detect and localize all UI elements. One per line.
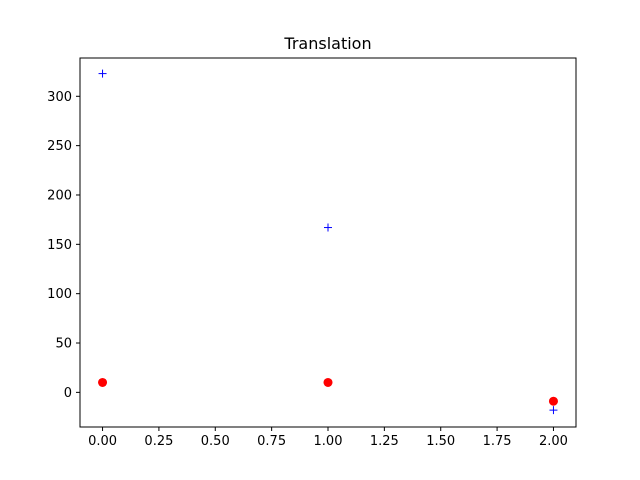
y-tick-label: 300 [47,90,72,105]
x-tick-label: 2.00 [539,434,568,449]
plot-frame [79,57,577,428]
plus-marker [549,406,558,415]
y-tick-label: 250 [47,139,72,154]
y-tick-label: 50 [55,337,72,352]
x-tick-label: 0.25 [144,434,173,449]
circle-marker [98,377,108,387]
y-tick-label: 0 [64,386,72,401]
circle-marker [323,377,333,387]
y-tick-label: 150 [47,238,72,253]
plus-marker [324,223,332,232]
x-tick-label: 1.00 [314,434,343,449]
plot-area: 0.00 0.25 0.50 0.75 1.00 1.25 1.50 1.75 2.00 0 50 1… [47,57,577,449]
x-tick-label: 1.75 [483,434,512,449]
x-tick-label: 0.50 [201,434,230,449]
circle-marker [548,396,558,406]
chart-title: Translation [283,34,371,53]
y-tick-label: 100 [47,287,72,302]
plus-marker [98,69,107,78]
x-tick-label: 1.50 [426,434,455,449]
y-tick-label: 200 [47,188,72,203]
x-tick-label: 0.00 [88,434,117,449]
x-tick-label: 0.75 [257,434,286,449]
x-tick-label: 1.25 [370,434,399,449]
